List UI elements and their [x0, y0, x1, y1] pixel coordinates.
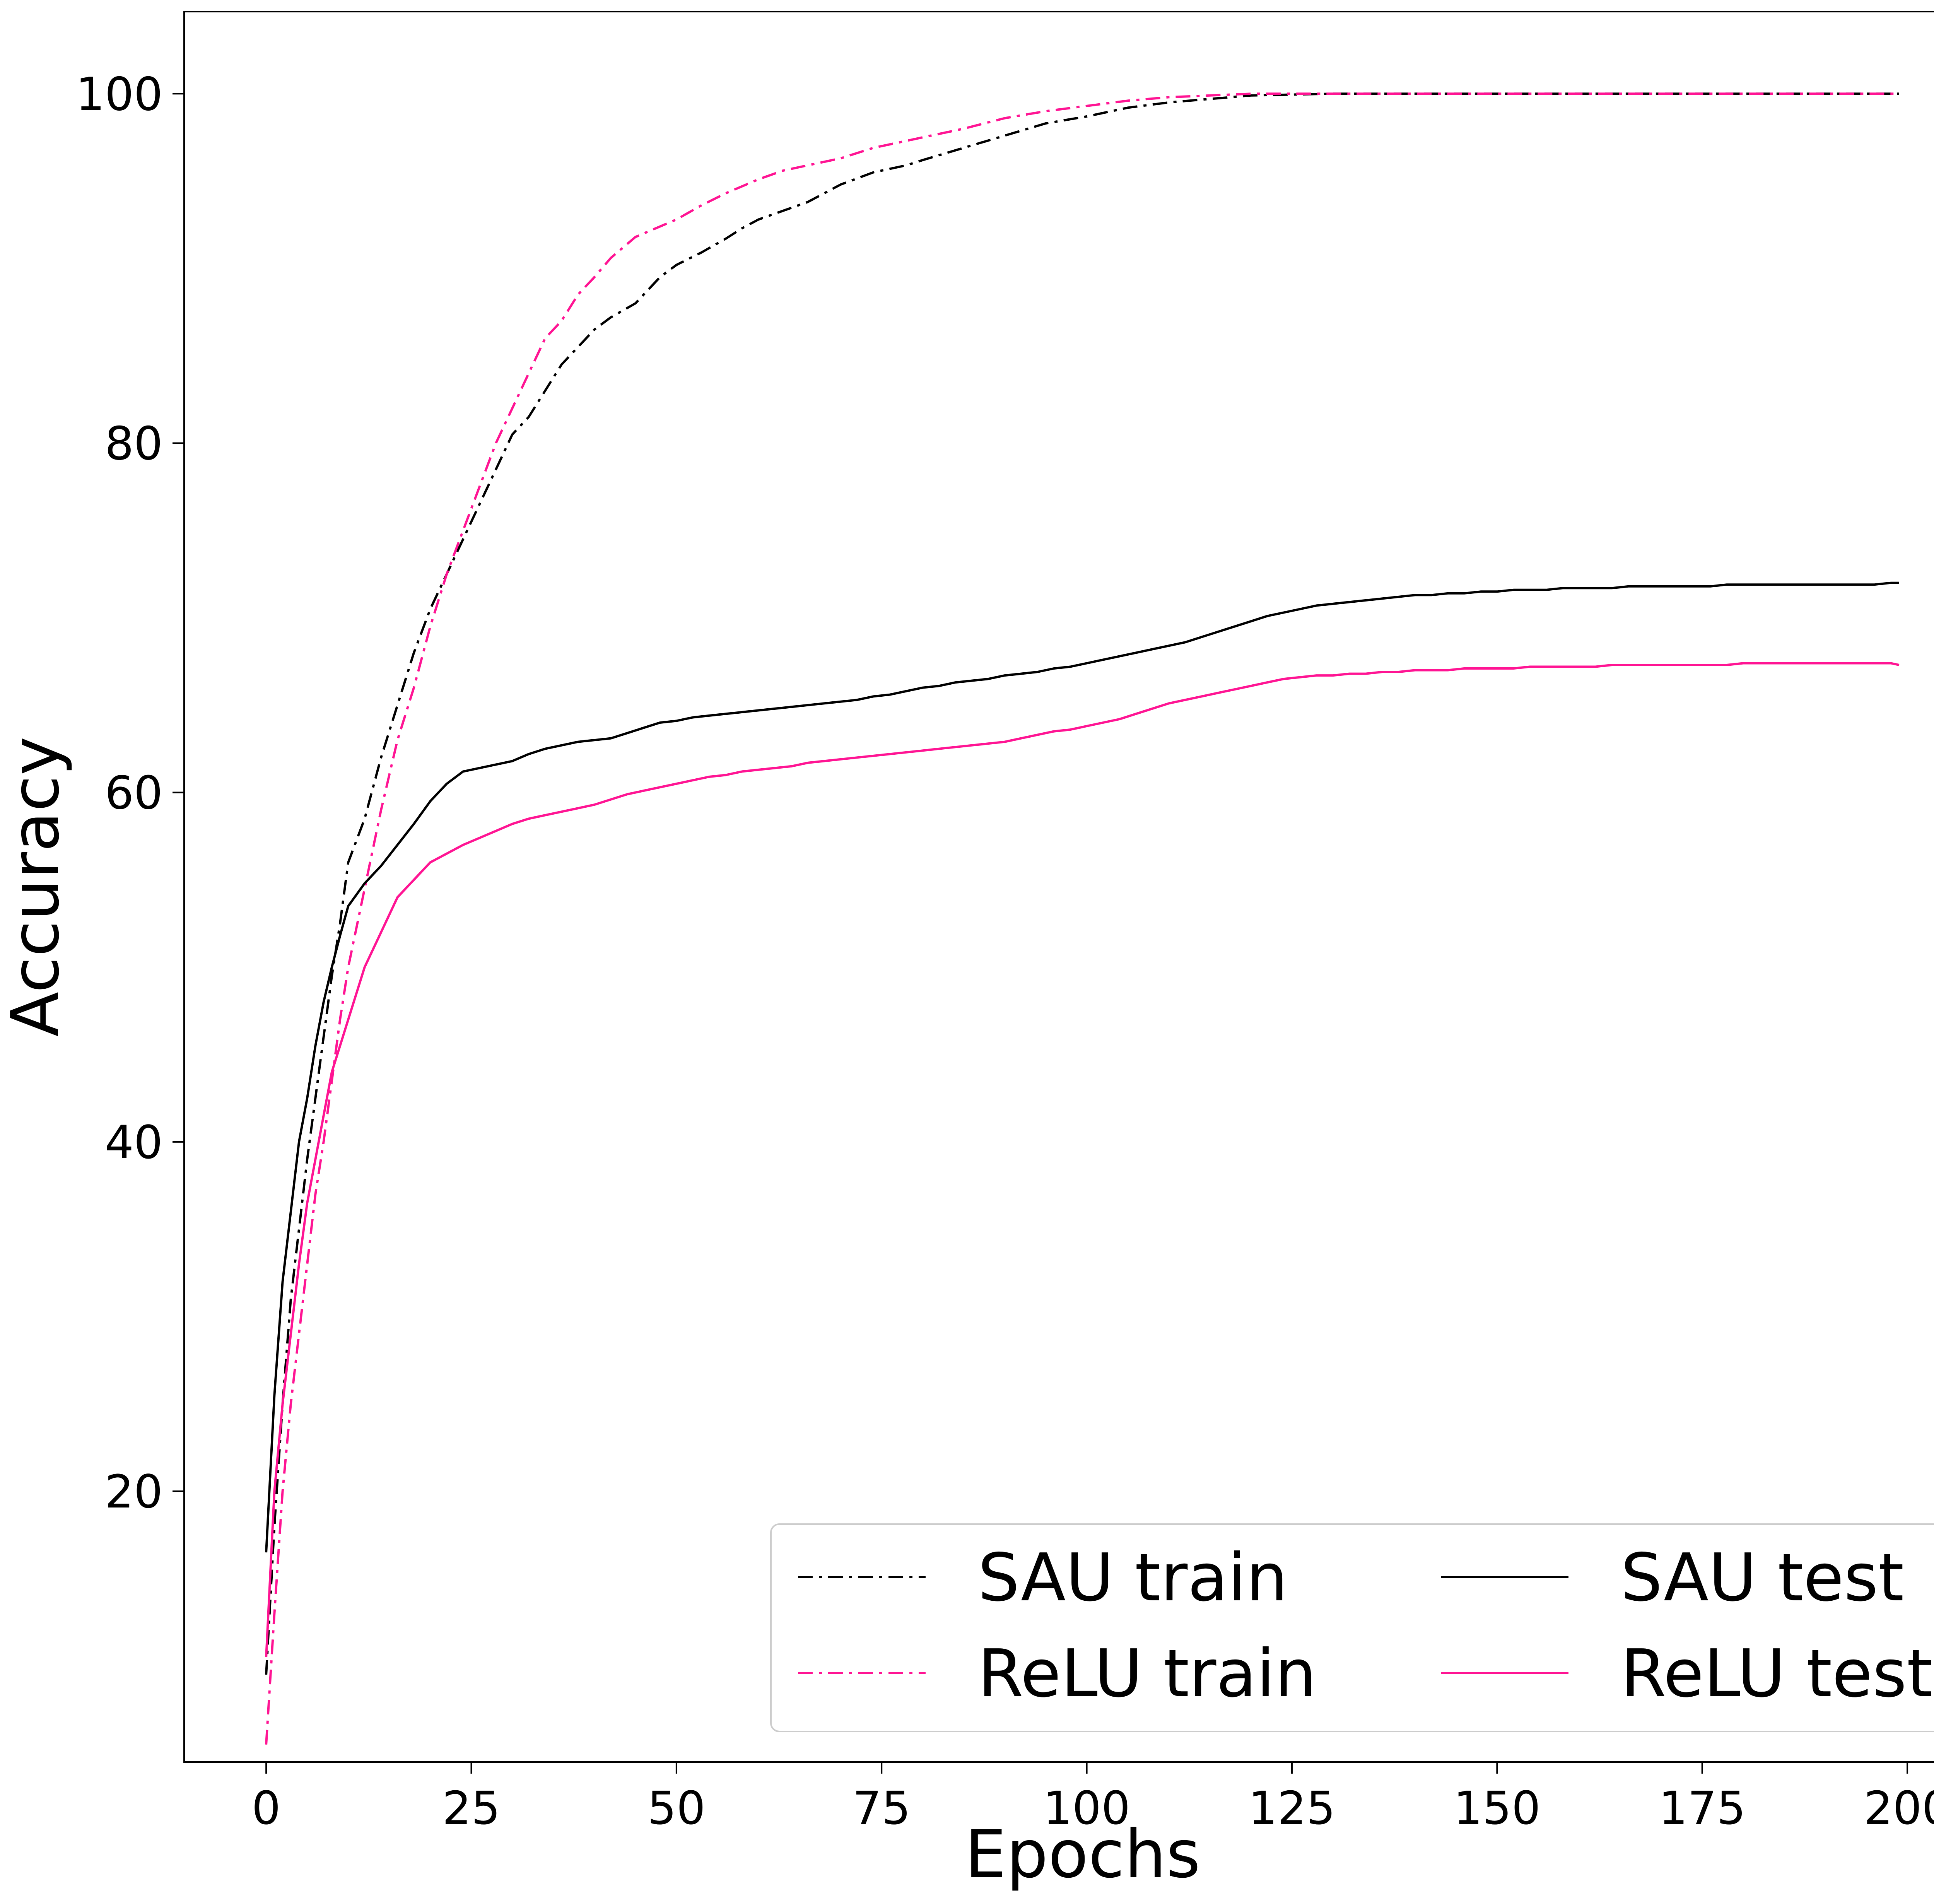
- x-tick-label: 100: [1043, 1781, 1130, 1835]
- x-tick-label: 0: [252, 1781, 281, 1835]
- y-tick-label: 80: [105, 417, 163, 470]
- x-tick-label: 175: [1659, 1781, 1746, 1835]
- legend-label-sau-train: SAU train: [978, 1540, 1288, 1616]
- x-tick-label: 25: [442, 1781, 500, 1835]
- legend-box: [770, 1523, 1934, 1732]
- y-tick-label: 20: [105, 1465, 163, 1518]
- legend: SAU train SAU test ReLU train ReLU test: [770, 1523, 1934, 1732]
- y-tick-label: 100: [76, 67, 163, 121]
- x-tick-label: 200: [1864, 1781, 1934, 1835]
- series-layer: [265, 92, 1900, 1745]
- plot-frame: [183, 11, 1934, 1763]
- y-tick-label: 60: [105, 766, 163, 820]
- y-axis-title: Accuracy: [0, 737, 74, 1037]
- x-tick-label: 50: [648, 1781, 706, 1835]
- y-axis-ticks: 20 40 60 80 100: [76, 67, 184, 1518]
- legend-label-relu-test: ReLU test: [1621, 1636, 1932, 1712]
- x-axis-title: Epochs: [965, 1816, 1200, 1893]
- legend-items: SAU train SAU test ReLU train ReLU test: [798, 1540, 1932, 1712]
- x-tick-label: 150: [1454, 1781, 1541, 1835]
- series-line-sau-test: [265, 581, 1899, 1553]
- x-tick-label: 125: [1248, 1781, 1335, 1835]
- series-line-relu-test: [265, 662, 1900, 1658]
- x-tick-label: 75: [853, 1781, 911, 1835]
- series-line-relu-train: [265, 92, 1899, 1745]
- y-tick-label: 40: [105, 1116, 163, 1169]
- legend-label-sau-test: SAU test: [1621, 1540, 1904, 1616]
- x-axis-ticks: 0 25 50 75 100 125 150 175 200: [252, 1762, 1934, 1835]
- legend-label-relu-train: ReLU train: [978, 1636, 1316, 1712]
